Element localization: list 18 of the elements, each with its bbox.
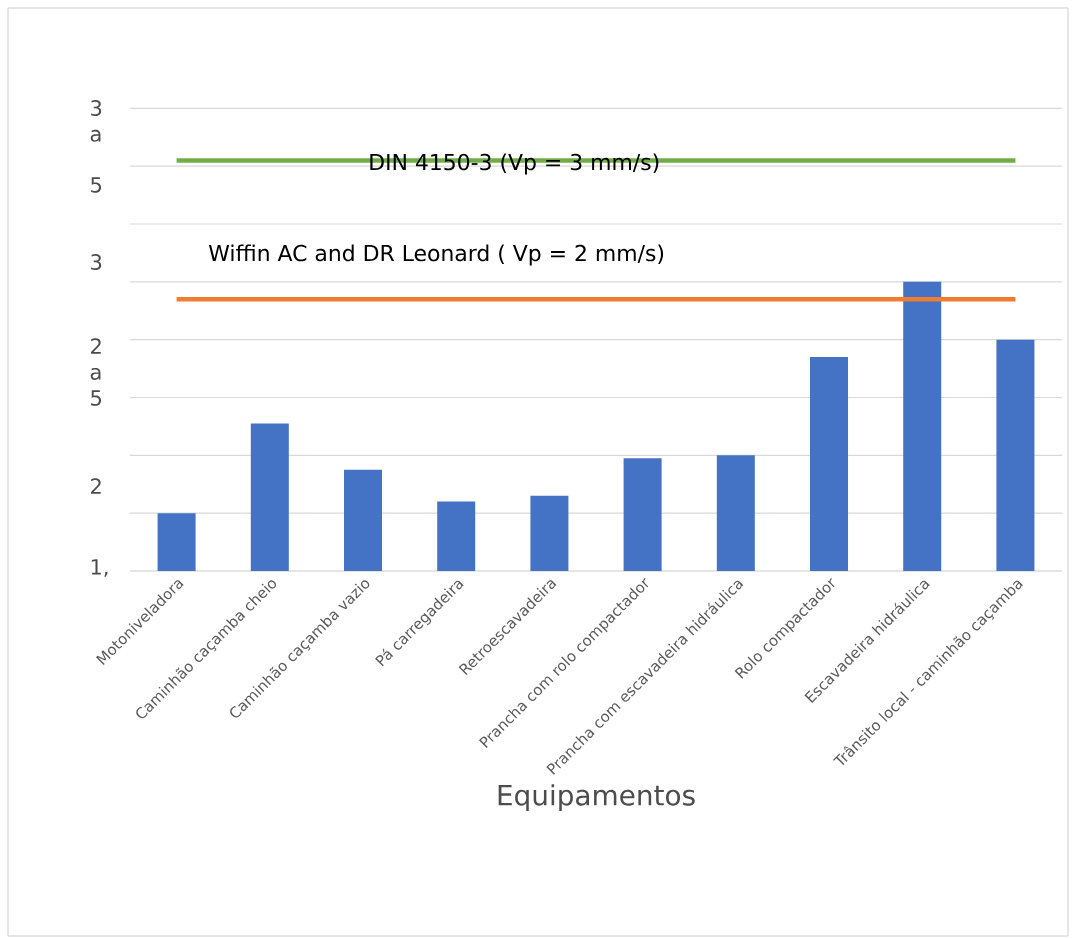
text: 2 a 5 <box>90 338 102 406</box>
text: 3 a <box>90 100 102 142</box>
bar <box>530 495 569 571</box>
bar <box>903 281 942 571</box>
text: 1, <box>91 559 108 577</box>
bar <box>250 423 289 571</box>
text: 3 <box>91 254 102 270</box>
bar <box>996 339 1035 571</box>
bar <box>623 458 662 571</box>
bar <box>810 357 849 571</box>
text: Wiffin AC and DR Leonard ( Vp = 2 mm/s) <box>208 244 664 266</box>
text: 5 <box>91 177 102 193</box>
text: 2 <box>91 478 101 494</box>
bar <box>157 513 196 571</box>
bar <box>344 469 382 571</box>
bar <box>437 501 476 571</box>
x-axis-title: Equipamentos <box>498 784 695 812</box>
bar <box>716 455 755 571</box>
